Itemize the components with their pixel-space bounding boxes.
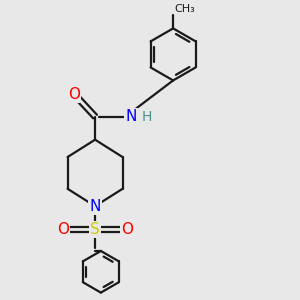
Text: CH₃: CH₃	[175, 4, 195, 14]
Text: O: O	[122, 222, 134, 237]
Text: O: O	[57, 222, 69, 237]
Text: O: O	[68, 86, 80, 101]
Text: H: H	[142, 110, 152, 124]
Text: N: N	[125, 109, 137, 124]
Text: S: S	[90, 222, 100, 237]
Text: N: N	[89, 199, 101, 214]
